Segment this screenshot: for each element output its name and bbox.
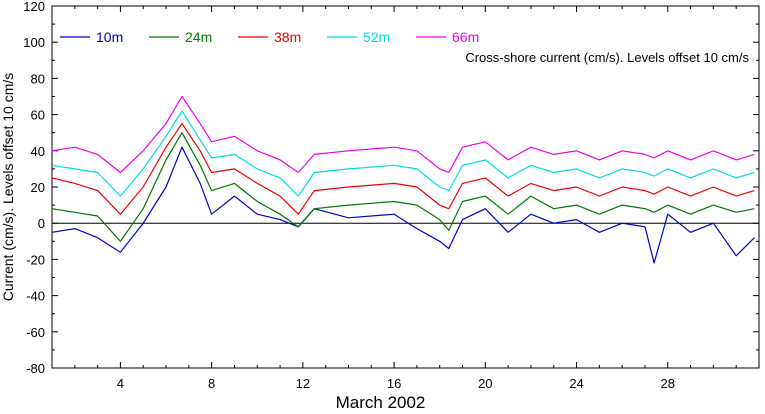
y-tick-label: -20	[26, 252, 45, 267]
x-tick-label: 12	[296, 376, 310, 391]
y-tick-label: 0	[38, 216, 45, 231]
x-tick-label: 4	[117, 376, 124, 391]
y-tick-label: 40	[31, 144, 45, 159]
x-tick-label: 28	[661, 376, 675, 391]
x-tick-label: 16	[387, 376, 401, 391]
y-tick-label: -40	[26, 289, 45, 304]
x-tick-labels: 4 8 12 16 20 24 28	[117, 376, 675, 391]
legend-label: 38m	[274, 29, 301, 45]
y-tick-label: 60	[31, 108, 45, 123]
x-tick-label: 8	[208, 376, 215, 391]
series-line-52m	[51, 110, 755, 197]
legend-label: 66m	[452, 29, 479, 45]
series-line-10m	[51, 146, 755, 264]
y-tick-label: 120	[23, 0, 45, 14]
y-tick-label: -60	[26, 325, 45, 340]
legend-label: 10m	[96, 29, 123, 45]
x-tick-label: 20	[478, 376, 492, 391]
legend-label: 24m	[185, 29, 212, 45]
y-tick-label: -80	[26, 361, 45, 376]
series-line-24m	[51, 132, 755, 242]
y-tick-label: 20	[31, 180, 45, 195]
legend: 10m 24m 38m 52m 66m	[60, 29, 479, 45]
series-lines	[51, 95, 755, 264]
x-tick-label: 24	[569, 376, 583, 391]
y-tick-label: 80	[31, 71, 45, 86]
series-line-38m	[51, 122, 755, 215]
annotation: Cross-shore current (cm/s). Levels offse…	[465, 50, 749, 65]
y-axis-label: Current (cm/s). Levels offset 10 cm/s	[0, 73, 16, 301]
y-tick-labels: -80 -60 -40 -20 0 20 40 60 80 100 120	[23, 0, 45, 376]
y-tick-label: 100	[23, 35, 45, 50]
legend-label: 52m	[363, 29, 390, 45]
x-axis-label: March 2002	[336, 393, 426, 412]
series-line-66m	[51, 95, 755, 174]
